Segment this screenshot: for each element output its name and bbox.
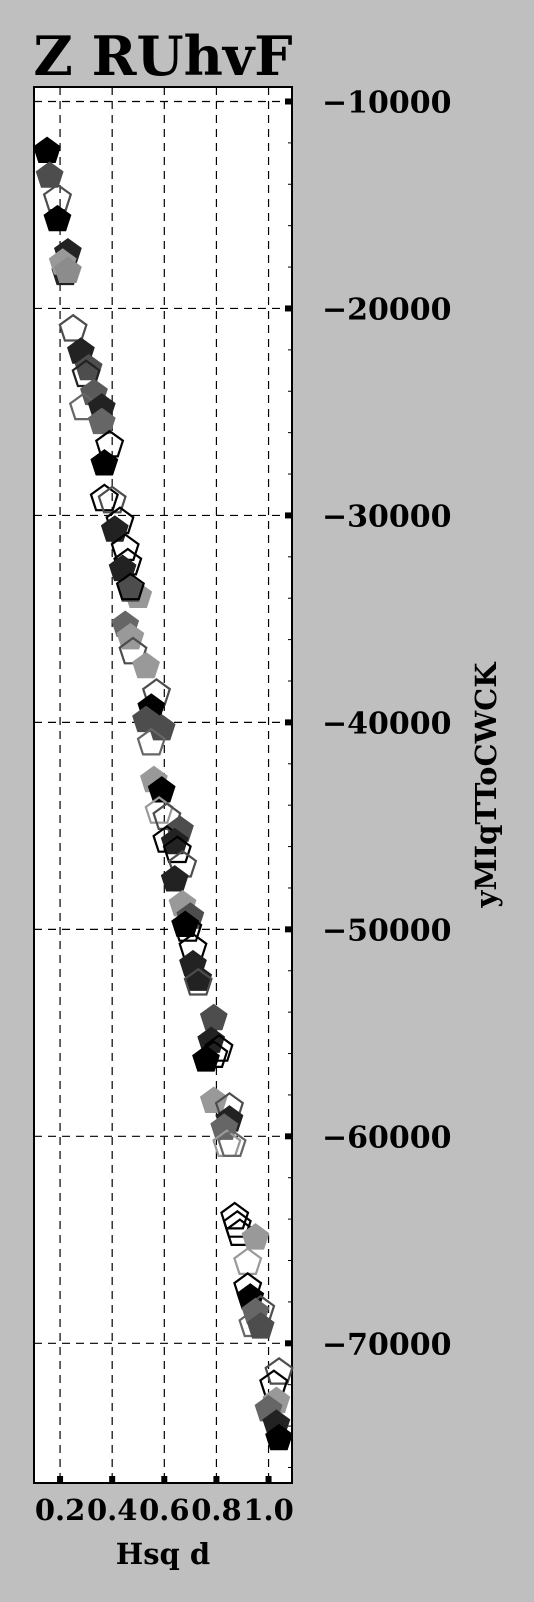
data-point	[192, 1045, 220, 1072]
data-point	[160, 827, 189, 855]
y-tick-mark	[285, 926, 292, 933]
data-point	[35, 161, 64, 188]
data-point	[220, 1201, 250, 1230]
x-tick-mark	[265, 1476, 272, 1483]
x-tick-label: 0.2	[35, 1493, 85, 1527]
x-tick-label: 0.4	[87, 1493, 137, 1527]
y-tick-label: −30000	[322, 499, 452, 534]
chart-title: Z RUhvF	[33, 24, 292, 88]
data-points	[33, 136, 294, 1451]
y-tick-label: −20000	[322, 292, 452, 327]
data-point	[217, 1129, 247, 1158]
y-tick-label: −60000	[322, 1120, 452, 1155]
data-point	[43, 204, 72, 232]
y-tick-label: −10000	[322, 85, 452, 120]
data-point	[54, 256, 82, 283]
data-point	[147, 713, 176, 741]
data-point	[136, 727, 166, 756]
data-point	[147, 776, 176, 803]
data-point	[33, 136, 61, 163]
x-axis-label: Hsq d	[116, 1537, 210, 1571]
data-point	[115, 572, 145, 601]
x-tick-label: 1.0	[243, 1493, 293, 1527]
data-point	[199, 1086, 228, 1113]
x-tick-label: 0.8	[191, 1493, 241, 1527]
axis-ticks: 0.2 0.4 0.6 0.8 1.0 −10000 −20000 −30000 −40000 −…	[35, 85, 452, 1527]
data-point	[184, 964, 213, 991]
data-point	[87, 407, 116, 435]
x-tick-mark	[109, 1476, 116, 1483]
data-point	[58, 313, 88, 342]
data-point	[246, 1312, 275, 1339]
x-tick-label: 0.6	[139, 1493, 189, 1527]
y-tick-label: −40000	[322, 706, 452, 741]
y-tick-label: −50000	[322, 913, 452, 948]
data-point	[74, 353, 103, 381]
data-point	[132, 651, 160, 679]
data-point	[222, 1209, 252, 1238]
x-tick-mark	[57, 1476, 64, 1483]
y-tick-mark	[285, 719, 292, 726]
data-point	[116, 622, 145, 650]
data-point	[204, 1034, 234, 1062]
y-tick-mark	[285, 1340, 292, 1347]
y-tick-mark	[285, 512, 292, 519]
data-point	[152, 802, 182, 831]
y-tick-mark	[285, 305, 292, 312]
y-tick-label: −70000	[322, 1327, 452, 1362]
data-point	[160, 865, 189, 892]
data-point	[183, 967, 213, 996]
grid-lines	[34, 87, 292, 1483]
y-tick-mark	[285, 1133, 292, 1140]
data-point	[264, 1356, 294, 1385]
data-point	[90, 449, 119, 476]
data-point	[241, 1223, 270, 1250]
data-point	[265, 1423, 293, 1451]
data-point	[162, 835, 192, 864]
y-tick-mark	[285, 98, 292, 105]
x-tick-mark	[161, 1476, 168, 1483]
x-tick-mark	[213, 1476, 220, 1483]
y-axis-label: yMIqTToCWCK	[469, 661, 503, 909]
data-point	[116, 575, 145, 602]
data-point	[173, 914, 203, 942]
